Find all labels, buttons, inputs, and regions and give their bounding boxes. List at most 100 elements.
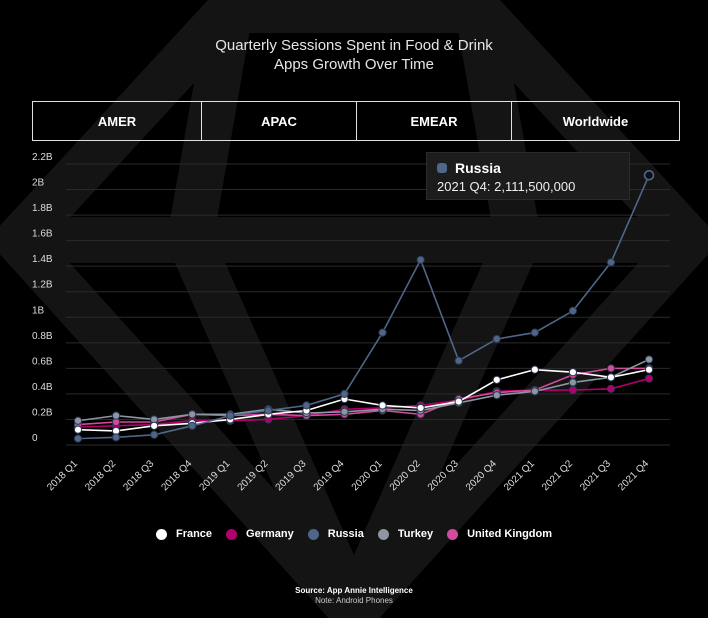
note-text: Note: Android Phones [315,596,393,605]
legend-swatch [307,528,319,540]
data-point-france [606,373,616,382]
y-tick-label: 0.2B [32,407,53,418]
tab-worldwide[interactable]: Worldwide [562,113,629,129]
series-line-france [77,368,650,432]
legend-item-france[interactable]: France [155,528,213,540]
y-tick-label: 1.4B [32,254,53,265]
series-line-united-kingdom [77,367,650,426]
x-tick-label: 2018 Q2 [83,458,118,493]
x-tick-label: 2020 Q4 [464,458,499,493]
data-point-russia [73,434,83,443]
data-point-russia [606,258,616,267]
x-tick-label: 2019 Q2 [236,458,271,493]
data-point-russia [568,306,578,315]
x-tick-label: 2018 Q1 [45,458,80,493]
series-line-russia [77,174,650,440]
x-tick-label: 2019 Q1 [197,458,232,493]
data-point-france [416,403,425,413]
y-tick-label: 1.6B [32,229,53,240]
source-note: Source: App Annie Intelligence Note: And… [0,586,708,606]
data-point-france [492,375,501,384]
x-tick-label: 2021 Q2 [540,458,575,493]
legend-label: Germany [246,528,294,540]
y-tick-label: 2.2B [32,152,53,163]
chart-title-line-1: Quarterly Sessions Spent in Food & Drink [215,37,493,54]
source-text: Source: App Annie Intelligence [295,586,413,595]
y-tick-label: 1.8B [32,203,53,214]
y-tick-label: 0 [32,433,38,444]
series-line-germany [77,377,650,428]
data-point-united-kingdom [606,364,616,373]
data-point-russia [454,356,463,365]
y-tick-label: 0.4B [32,382,53,393]
data-point-russia [188,421,197,430]
x-tick-label: 2019 Q3 [274,458,309,493]
chart-legend: France Germany Russia Turkey United Kingdom [0,528,708,540]
region-tabs: AMER APAC EMEAR Worldwide [32,101,680,141]
tab-apac[interactable]: APAC [202,102,357,140]
legend-item-russia[interactable]: Russia [307,528,364,540]
data-point-russia [111,433,121,442]
data-point-france [378,401,387,410]
legend-label: France [175,528,213,540]
x-tick-label: 2019 Q4 [312,458,347,493]
data-point-russia [416,255,425,264]
y-tick-label: 0.8B [32,331,53,342]
data-point-turkey [568,378,578,387]
x-tick-label: 2021 Q3 [578,458,613,493]
data-point-france [644,365,654,374]
chart-title: Quarterly Sessions Spent in Food & Drink… [0,36,708,74]
legend-label: United Kingdom [467,528,553,540]
data-point-france [568,368,578,377]
chart-title-line-2: Apps Growth Over Time [273,56,435,73]
data-point-france [73,425,83,434]
tooltip-value: 2021 Q4: 2,111,500,000 [437,179,576,194]
x-tick-label: 2018 Q3 [121,458,156,493]
series-line-turkey [77,358,650,422]
data-point-russia [378,328,387,337]
legend-swatch [447,528,459,540]
legend-swatch [226,528,238,540]
data-point-turkey [111,411,121,420]
data-point-russia [302,401,311,410]
line-chart: 0 0.2B 0.4B 0.6B 0.8B 1B 1.2B 1.4B 1.6B 1.8B 2B 2.2… [32,152,670,493]
legend-item-united-kingdom[interactable]: United Kingdom [447,528,552,540]
data-point-turkey [492,391,501,400]
data-point-turkey [644,355,654,364]
data-point-germany [568,385,578,395]
data-point-russia [492,334,501,344]
data-point-turkey [340,407,349,416]
legend-swatch [155,528,167,540]
data-point-russia [340,389,349,399]
x-tick-label: 2021 Q4 [616,458,651,493]
x-tick-label: 2020 Q2 [388,458,423,493]
y-tick-label: 1B [32,305,45,316]
legend-label: Russia [327,528,364,540]
data-point-russia [226,411,235,420]
data-point-russia [530,328,539,337]
y-tick-label: 2B [32,178,45,189]
tab-emear[interactable]: EMEAR [357,102,512,140]
legend-item-germany[interactable]: Germany [226,528,294,540]
legend-label: Turkey [397,528,434,540]
tooltip-series-name: Russia [455,160,501,176]
data-point-turkey [530,387,539,396]
data-point-turkey [73,416,83,425]
data-point-germany [606,384,616,393]
y-tick-label: 0.6B [32,356,53,367]
y-tick-label: 1.2B [32,280,53,291]
data-point-france [530,365,539,374]
tab-amer[interactable]: AMER [33,102,202,140]
data-point-russia [643,170,655,181]
tooltip-series-swatch [437,163,447,173]
x-tick-label: 2021 Q1 [502,458,537,493]
data-point-russia [150,430,159,439]
chart-tooltip: Russia 2021 Q4: 2,111,500,000 [426,152,630,200]
data-point-france [150,421,159,430]
data-point-turkey [188,410,197,419]
legend-swatch [377,528,389,540]
data-point-russia [264,406,273,415]
data-point-germany [644,374,654,383]
x-tick-label: 2020 Q3 [426,458,461,493]
legend-item-turkey[interactable]: Turkey [377,528,434,540]
